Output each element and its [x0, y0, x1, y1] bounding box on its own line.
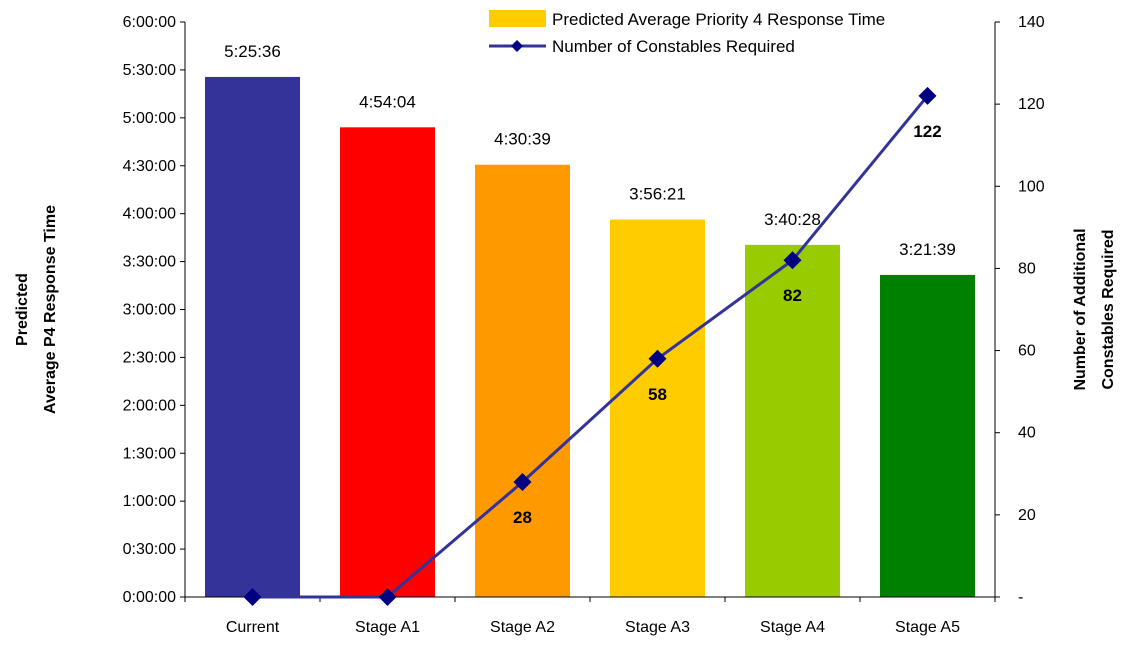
y-left-tick-label: 5:30:00	[123, 62, 176, 79]
y-left-tick-label: 0:30:00	[123, 541, 176, 558]
constables-marker	[918, 86, 937, 105]
y-right-axis-title: Constables Required	[1100, 229, 1117, 389]
y-right-tick-label: 20	[1018, 507, 1036, 524]
bar-value-label: 3:40:28	[764, 210, 821, 229]
bar	[475, 164, 570, 598]
y-left-tick-label: 2:00:00	[123, 397, 176, 414]
y-right-tick-label: 80	[1018, 260, 1036, 277]
y-left-tick-label: 2:30:00	[123, 349, 176, 366]
bar-value-label: 3:56:21	[629, 184, 686, 203]
constables-marker	[378, 588, 397, 606]
point-value-label: 82	[783, 286, 802, 305]
legend-swatch-marker	[511, 40, 523, 52]
x-tick-label: Current	[226, 619, 280, 636]
y-left-axis-title: Predicted	[14, 273, 31, 346]
bar-value-label: 3:21:39	[899, 240, 956, 259]
point-value-label: 122	[913, 122, 941, 141]
y-left-axis-title: Average P4 Response Time	[42, 205, 59, 414]
constables-marker	[243, 588, 262, 606]
x-tick-label: Stage A1	[355, 619, 420, 636]
bar-value-label: 4:30:39	[494, 130, 551, 149]
legend-entry-line: Number of Constables Required	[552, 37, 795, 56]
y-left-tick-label: 1:00:00	[123, 493, 176, 510]
x-tick-label: Stage A5	[895, 619, 960, 636]
bar	[340, 127, 435, 598]
y-right-axis-title: Number of Additional	[1072, 228, 1089, 390]
y-left-tick-label: 4:30:00	[123, 158, 176, 175]
constables-marker	[783, 251, 802, 270]
y-right-tick-label: 140	[1018, 14, 1045, 31]
point-value-label: 28	[513, 508, 532, 527]
legend-entry-bar: Predicted Average Priority 4 Response Ti…	[552, 10, 885, 29]
legend-swatch-bar	[489, 10, 546, 27]
y-right-tick-label: 40	[1018, 425, 1036, 442]
y-left-tick-label: 0:00:00	[123, 589, 176, 606]
constables-marker	[513, 473, 532, 491]
y-right-tick-label: 60	[1018, 343, 1036, 360]
bar-value-label: 4:54:04	[359, 92, 416, 111]
x-tick-label: Stage A4	[760, 619, 825, 636]
bar	[205, 76, 300, 597]
y-left-tick-label: 6:00:00	[123, 14, 176, 31]
y-right-tick-label: 100	[1018, 178, 1045, 195]
y-left-tick-label: 4:00:00	[123, 206, 176, 223]
constables-marker	[648, 349, 667, 368]
y-left-tick-label: 5:00:00	[123, 110, 176, 127]
y-left-tick-label: 3:30:00	[123, 254, 176, 271]
y-right-tick-label: -	[1018, 589, 1023, 606]
bar-value-label: 5:25:36	[224, 42, 281, 61]
point-value-label: 58	[648, 385, 667, 404]
y-right-tick-label: 120	[1018, 96, 1045, 113]
x-tick-label: Stage A3	[625, 619, 690, 636]
bar	[610, 219, 705, 597]
x-tick-label: Stage A2	[490, 619, 555, 636]
y-left-tick-label: 1:30:00	[123, 445, 176, 462]
y-left-tick-label: 3:00:00	[123, 302, 176, 319]
bar	[745, 244, 840, 598]
constables-line	[252, 94, 929, 599]
bar	[880, 274, 975, 597]
